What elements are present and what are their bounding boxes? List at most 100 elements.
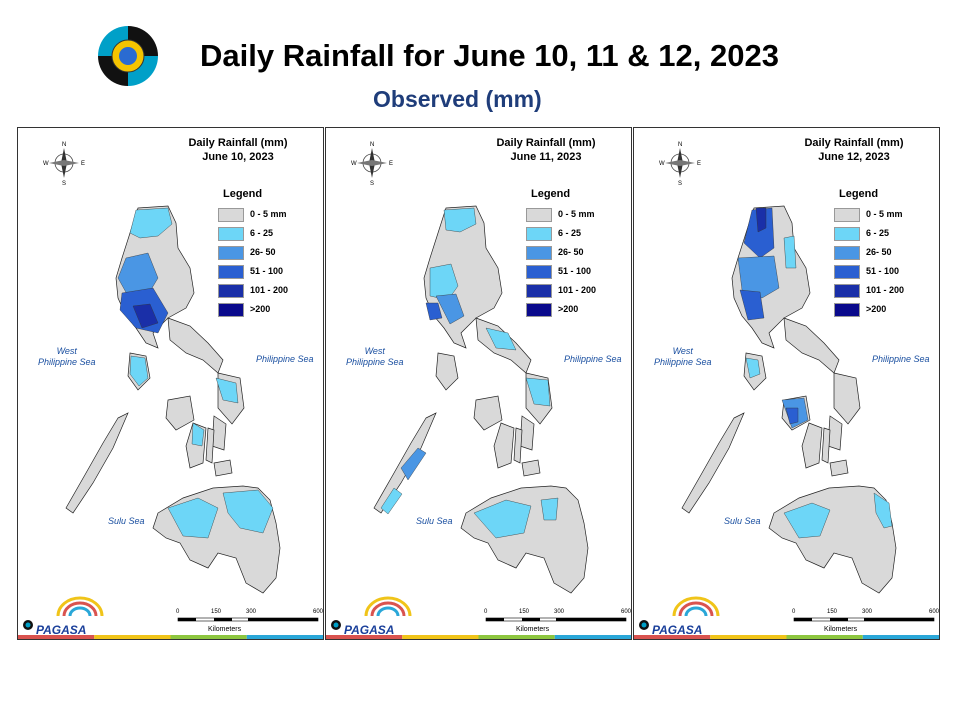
rainfall-region bbox=[739, 289, 765, 321]
rainfall-region bbox=[443, 207, 477, 233]
svg-text:E: E bbox=[81, 161, 85, 167]
svg-text:S: S bbox=[62, 181, 66, 187]
footer-strip bbox=[786, 635, 863, 639]
island-palawan bbox=[681, 412, 745, 514]
legend-title: Legend bbox=[223, 188, 263, 200]
scale-tick-label: 150 bbox=[519, 609, 530, 615]
svg-text:W: W bbox=[43, 161, 49, 167]
island-bohol bbox=[213, 459, 233, 477]
rainfall-region bbox=[425, 302, 443, 321]
legend-label: 26- 50 bbox=[558, 247, 584, 257]
legend-label: 26- 50 bbox=[866, 247, 892, 257]
rainfall-region bbox=[525, 377, 551, 407]
legend-item: 51 - 100 bbox=[526, 265, 626, 279]
legend-item: 6 - 25 bbox=[834, 227, 934, 241]
legend-item: 51 - 100 bbox=[218, 265, 318, 279]
map-panel-june-12: N S W E Daily Rainfall (mm) June 12, 2023 Lege… bbox=[633, 127, 940, 640]
svg-text:E: E bbox=[697, 161, 701, 167]
legend-label: 0 - 5 mm bbox=[558, 209, 595, 219]
pagasa-brand-logo bbox=[331, 596, 412, 630]
rainfall-region bbox=[473, 499, 532, 539]
sea-label-philippine: Philippine Sea bbox=[256, 354, 314, 364]
footer-strip bbox=[326, 635, 403, 639]
rainfall-region bbox=[132, 303, 159, 329]
footer-strip bbox=[634, 635, 711, 639]
rainfall-region bbox=[743, 207, 775, 259]
rainfall-region bbox=[435, 293, 465, 325]
island-cebu bbox=[205, 427, 215, 464]
map-title-date: June 12, 2023 bbox=[818, 151, 890, 163]
legend-item: 0 - 5 mm bbox=[834, 208, 934, 222]
legend-swatch bbox=[218, 265, 244, 279]
legend-label: 51 - 100 bbox=[866, 266, 900, 276]
island-mindoro bbox=[435, 352, 459, 391]
island-samar bbox=[833, 372, 861, 425]
legend-swatch bbox=[218, 227, 244, 241]
legend-label: >200 bbox=[558, 304, 579, 314]
legend-label: 51 - 100 bbox=[250, 266, 284, 276]
rainfall-region bbox=[191, 422, 205, 447]
footer-strip bbox=[170, 635, 247, 639]
scale-tick-label: 600 bbox=[929, 609, 940, 615]
rainfall-region bbox=[429, 263, 459, 301]
island-negros bbox=[801, 422, 823, 469]
legend-swatch bbox=[834, 284, 860, 298]
legend-item: 6 - 25 bbox=[526, 227, 626, 241]
scale-tick-label: 600 bbox=[621, 609, 632, 615]
scale-unit-label: Kilometers bbox=[208, 626, 242, 633]
legend-item: 26- 50 bbox=[218, 246, 318, 260]
svg-text:N: N bbox=[678, 142, 682, 148]
sea-label-philippine: Philippine Sea bbox=[872, 354, 930, 364]
map-title: Daily Rainfall (mm) June 12, 2023 bbox=[794, 136, 914, 164]
legend-swatch bbox=[834, 303, 860, 317]
compass-rose-icon: N S W E bbox=[351, 142, 393, 187]
island-palawan bbox=[65, 412, 129, 514]
rainfall-region bbox=[785, 407, 799, 425]
scale-bar bbox=[793, 617, 935, 622]
sea-label-west-philippine: West Philippine Sea bbox=[38, 346, 96, 367]
rainfall-region bbox=[783, 502, 831, 539]
footer-strip bbox=[478, 635, 555, 639]
legend-item: >200 bbox=[218, 303, 318, 317]
legend-item: 101 - 200 bbox=[834, 284, 934, 298]
rainfall-region bbox=[485, 327, 517, 351]
compass-rose-icon: N S W E bbox=[659, 142, 701, 187]
island-bicol bbox=[783, 317, 840, 374]
legend-label: >200 bbox=[866, 304, 887, 314]
footer-strip bbox=[402, 635, 479, 639]
rainfall-region bbox=[222, 489, 274, 534]
rainfall-region bbox=[540, 497, 559, 521]
scale-tick-label: 150 bbox=[827, 609, 838, 615]
svg-text:N: N bbox=[370, 142, 374, 148]
rainfall-region bbox=[129, 207, 173, 239]
page-title: Daily Rainfall for June 10, 11 & 12, 202… bbox=[200, 38, 779, 73]
legend-swatch bbox=[834, 265, 860, 279]
sea-label-philippine: Philippine Sea bbox=[564, 354, 622, 364]
sea-label-sulu: Sulu Sea bbox=[416, 516, 453, 526]
svg-text:S: S bbox=[370, 181, 374, 187]
legend-title: Legend bbox=[839, 188, 879, 200]
legend-label: 6 - 25 bbox=[558, 228, 582, 238]
legend-swatch bbox=[526, 265, 552, 279]
legend-label: 101 - 200 bbox=[250, 285, 289, 295]
legend-swatch bbox=[526, 303, 552, 317]
legend-label: 101 - 200 bbox=[558, 285, 597, 295]
sea-label-sulu: Sulu Sea bbox=[724, 516, 761, 526]
scale-tick-label: 600 bbox=[313, 609, 324, 615]
map-title-line1: Daily Rainfall (mm) bbox=[188, 137, 288, 149]
legend-item: 6 - 25 bbox=[218, 227, 318, 241]
brand-name: PAGASA bbox=[36, 623, 87, 637]
island-mindanao bbox=[460, 485, 589, 594]
footer-strip bbox=[94, 635, 171, 639]
map-title-date: June 10, 2023 bbox=[202, 151, 274, 163]
legend-label: 6 - 25 bbox=[866, 228, 890, 238]
philippines-map: N S W E bbox=[18, 142, 323, 639]
legend-item: >200 bbox=[526, 303, 626, 317]
sea-label-west-philippine: West Philippine Sea bbox=[654, 346, 712, 367]
rainfall-region bbox=[745, 357, 761, 379]
map-title: Daily Rainfall (mm) June 11, 2023 bbox=[486, 136, 606, 164]
map-title-line1: Daily Rainfall (mm) bbox=[804, 137, 904, 149]
pagasa-brand-logo bbox=[639, 596, 720, 630]
legend-swatch bbox=[218, 303, 244, 317]
legend-label: 0 - 5 mm bbox=[866, 209, 903, 219]
